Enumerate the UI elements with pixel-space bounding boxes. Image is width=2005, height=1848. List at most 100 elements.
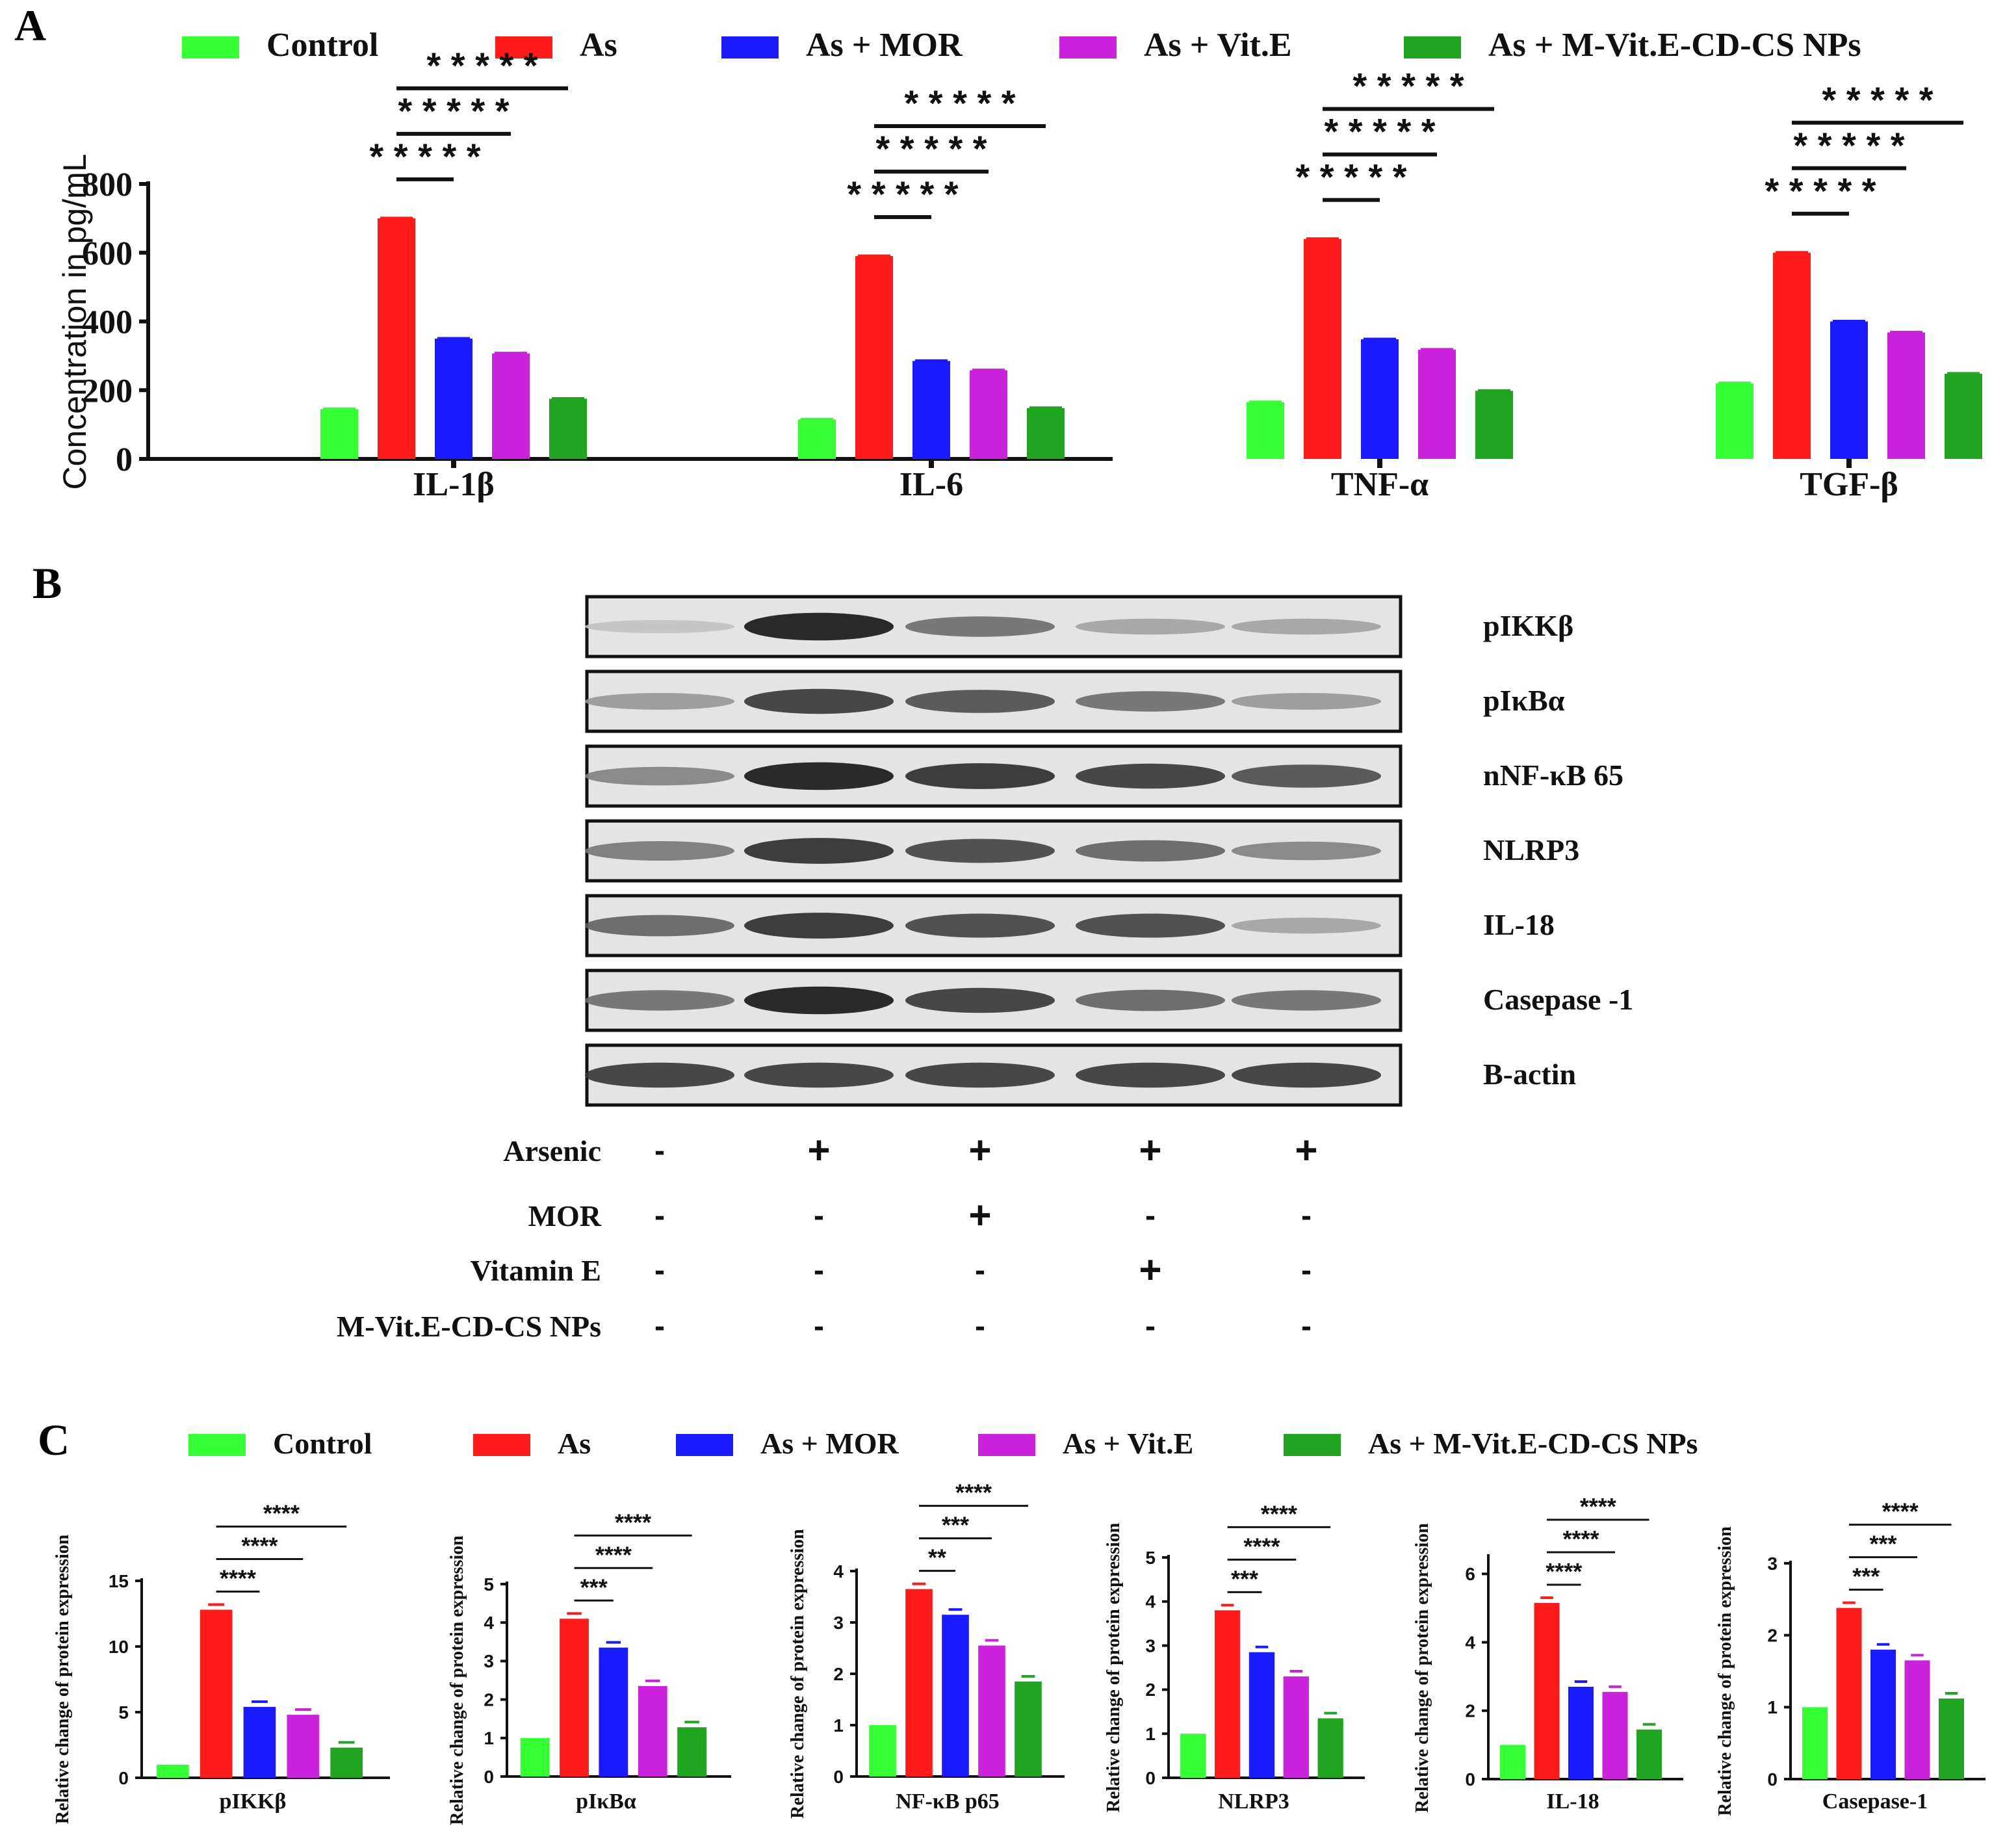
legend-label-1: As [558,1427,591,1460]
y-tick-label-2: 2 [833,1664,844,1684]
sig-stars-3-2: * * * * * [1822,79,1933,120]
sig-stars-2: **** [263,1500,300,1526]
legend-swatch-2 [676,1434,733,1456]
band-2-0 [585,766,734,786]
y-tick-label-6: 6 [1465,1564,1475,1584]
sig-stars-1-2: * * * * * [904,83,1015,124]
bar-0 [1802,1707,1828,1779]
band-6-2 [905,1062,1055,1088]
sig-stars-1: **** [241,1532,278,1559]
y-tick-label-1: 1 [484,1728,494,1749]
bar-0 [156,1764,189,1778]
y-tick-label-3: 3 [1145,1635,1156,1656]
bar-2-2 [1361,339,1399,459]
treatment-mark-3-0: - [654,1309,665,1344]
treatment-mark-3-4: - [1301,1309,1312,1344]
band-4-3 [1076,913,1225,938]
band-4-0 [585,915,734,937]
treatment-mark-1-1: - [814,1199,824,1233]
sig-stars-3-1: * * * * * [1793,125,1904,166]
bar-1-2 [912,361,950,459]
y-tick-label-4: 4 [1465,1632,1475,1652]
legend-label-2: As + MOR [806,27,963,64]
legend-swatch-4 [1404,36,1461,59]
band-5-0 [585,990,734,1011]
legend-panel-c: Control As As + MOR As + Vit.E As + M-Vit.E-… [188,1427,1698,1460]
band-2-4 [1232,764,1381,788]
bar-1 [1214,1610,1241,1778]
protein-chart-6: 0 1 2 3 Relative change of protein expressio… [1715,1498,1986,1816]
y-tick-label-600: 600 [82,235,133,272]
x-tick-label-1: IL-6 [899,466,963,503]
treatment-mark-3-1: - [814,1309,824,1344]
sig-stars-1: **** [1562,1526,1599,1552]
y-tick-label-0: 0 [1145,1768,1156,1788]
y-tick-label-5: 5 [118,1702,129,1723]
bar-0-3 [492,353,530,459]
x-tick-label-3: TGF-β [1800,466,1898,503]
sig-stars-2: **** [1261,1500,1297,1527]
protein-chart-3: 0 1 2 3 4 Relative change of protein expressi… [788,1479,1065,1819]
protein-chart-4: 0 1 2 3 4 5 Relative change of protein express… [1104,1500,1365,1814]
bar-2 [599,1647,628,1776]
band-6-4 [1232,1062,1381,1088]
sig-stars-0: **** [220,1565,256,1591]
treatment-mark-0-0: - [654,1134,665,1168]
panel-label-b: B [32,558,62,608]
sig-stars-1-0: * * * * * [847,174,958,215]
bar-2-3 [1418,349,1456,459]
treatment-label-0: Arsenic [503,1134,601,1167]
bar-3 [1283,1676,1309,1778]
bar-0-0 [320,409,358,459]
sig-stars-1-1: * * * * * [875,128,987,169]
band-2-3 [1076,763,1225,789]
band-3-4 [1232,841,1381,861]
protein-label-3: NLRP3 [1483,833,1579,866]
bar-1-1 [855,256,893,459]
bar-2 [243,1706,276,1778]
treatment-mark-2-1: - [814,1253,824,1288]
bar-3-0 [1716,383,1753,459]
legend-label-1: As [580,27,617,64]
protein-label-1: pIκBα [1483,684,1565,717]
treatment-mark-3-3: - [1145,1309,1156,1344]
y-tick-label-2: 2 [1465,1701,1475,1721]
sig-stars-2-1: * * * * * [1324,111,1435,152]
sig-stars-3-0: * * * * * [1765,170,1876,211]
y-tick-label-400: 400 [82,304,133,341]
bar-1 [1534,1603,1560,1779]
bar-2-1 [1304,239,1341,459]
band-6-1 [744,1062,894,1088]
bar-3-4 [1945,373,1982,459]
legend-label-3: As + Vit.E [1144,27,1292,64]
y-tick-label-0: 0 [116,441,133,478]
bar-3 [1904,1660,1930,1779]
sig-stars-0: *** [1852,1563,1880,1590]
band-0-0 [585,619,734,634]
y-tick-label-1: 1 [833,1715,844,1736]
band-5-1 [744,986,894,1015]
treatment-mark-0-2: + [968,1128,991,1172]
band-3-1 [744,838,894,864]
sig-stars-0: *** [1231,1565,1258,1592]
sig-stars-0-1: * * * * * [398,90,509,131]
y-axis-label: Relative change of protein expression [1412,1523,1432,1813]
legend-swatch-1 [473,1434,530,1456]
bar-0 [869,1725,896,1776]
band-3-0 [585,841,734,861]
band-1-2 [905,690,1055,713]
bar-3-2 [1830,321,1868,459]
x-label: Casepase-1 [1822,1789,1928,1814]
bar-1 [560,1619,589,1776]
treatment-mark-3-2: - [975,1309,985,1344]
sig-stars-2-0: * * * * * [1295,157,1406,198]
bar-2 [1568,1686,1594,1779]
y-axis-label: Relative change of protein expression [53,1534,73,1824]
bar-2-4 [1475,391,1513,459]
legend-swatch-4 [1284,1434,1341,1456]
y-tick-label-0: 0 [118,1768,129,1788]
band-5-3 [1076,989,1225,1011]
y-axis-label: Relative change of protein expression [447,1535,467,1825]
treatment-label-2: Vitamin E [471,1254,601,1287]
sig-stars-1: **** [1243,1533,1280,1559]
